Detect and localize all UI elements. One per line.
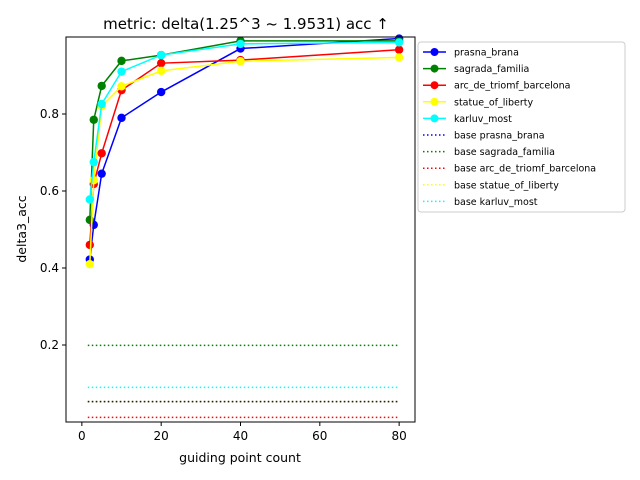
legend-marker-sagrada-familia <box>430 64 439 73</box>
y-tick-label: 0.8 <box>40 107 59 121</box>
data-point-statue-of-liberty <box>236 57 245 66</box>
legend-label-prasna-brana: prasna_brana <box>454 48 519 59</box>
legend-label-base-sagrada-familia: base sagrada_familia <box>454 147 555 158</box>
legend-marker-arc-de-triomf-barcelona <box>430 81 439 90</box>
legend-label-sagrada-familia: sagrada_familia <box>454 64 529 75</box>
legend-label-karluv-most: karluv_most <box>454 114 512 125</box>
data-point-prasna-brana <box>117 113 126 123</box>
series-line-prasna-brana <box>89 37 400 260</box>
data-point-karluv-most <box>89 157 98 167</box>
x-tick-label: 60 <box>312 429 327 443</box>
data-point-karluv-most <box>85 195 94 204</box>
x-axis-label: guiding point count <box>179 450 301 465</box>
y-axis: 0.2 0.4 0.6 0.8 <box>40 107 66 352</box>
x-axis: 0 20 40 60 80 <box>78 422 407 443</box>
legend-label-arc-de-triomf-barcelona: arc_de_triomf_barcelona <box>454 81 570 92</box>
data-point-arc-de-triomf-barcelona <box>394 45 404 54</box>
x-tick-label: 20 <box>154 429 169 443</box>
y-tick-label: 0.2 <box>40 338 59 352</box>
series-line-statue-of-liberty <box>89 56 400 265</box>
data-point-karluv-most <box>156 50 166 60</box>
legend-marker-prasna-brana <box>430 48 439 56</box>
data-point-statue-of-liberty <box>156 66 166 76</box>
data-point-karluv-most <box>236 39 245 49</box>
data-point-statue-of-liberty <box>394 53 404 62</box>
legend-marker-karluv-most <box>430 114 439 123</box>
x-tick-label: 80 <box>391 429 406 443</box>
legend-label-base-arc-de-triomf-barcelona: base arc_de_triomf_barcelona <box>454 164 596 175</box>
y-axis-label: delta3_acc <box>14 195 29 262</box>
series-line-sagrada-familia <box>89 40 400 220</box>
data-point-karluv-most <box>97 99 106 109</box>
data-point-karluv-most <box>117 67 126 76</box>
data-point-prasna-brana <box>156 87 166 97</box>
legend-marker-statue-of-liberty <box>430 97 439 106</box>
data-point-prasna-brana <box>97 169 106 178</box>
data-point-karluv-most <box>394 38 404 47</box>
data-point-arc-de-triomf-barcelona <box>97 149 106 158</box>
data-point-sagrada-familia <box>89 115 98 124</box>
legend-box <box>417 41 626 213</box>
legend-label-statue-of-liberty: statue_of_liberty <box>454 97 534 108</box>
series-line-arc-de-triomf-barcelona <box>89 48 400 245</box>
plot-frame <box>65 36 416 423</box>
series-line-karluv-most <box>89 41 400 200</box>
data-point-arc-de-triomf-barcelona <box>85 240 94 250</box>
legend-label-base-prasna-brana: base prasna_brana <box>454 131 545 142</box>
y-tick-label: 0.6 <box>40 184 59 198</box>
x-tick-label: 40 <box>233 429 248 443</box>
data-point-statue-of-liberty <box>85 259 94 269</box>
legend-label-base-karluv-most: base karluv_most <box>454 197 538 208</box>
data-point-statue-of-liberty <box>117 82 126 91</box>
plot-area <box>85 34 404 419</box>
data-point-sagrada-familia <box>97 81 106 91</box>
data-point-arc-de-triomf-barcelona <box>156 58 166 68</box>
data-point-sagrada-familia <box>117 56 126 66</box>
legend: prasna_brana sagrada_familia arc_de_triomf… <box>417 41 626 213</box>
x-tick-label: 0 <box>78 429 86 443</box>
chart-title: metric: delta(1.25^3 ~ 1.9531) acc ↑ <box>103 15 389 33</box>
legend-label-base-statue-of-liberty: base statue_of_liberty <box>454 180 559 191</box>
y-tick-label: 0.4 <box>40 261 59 275</box>
